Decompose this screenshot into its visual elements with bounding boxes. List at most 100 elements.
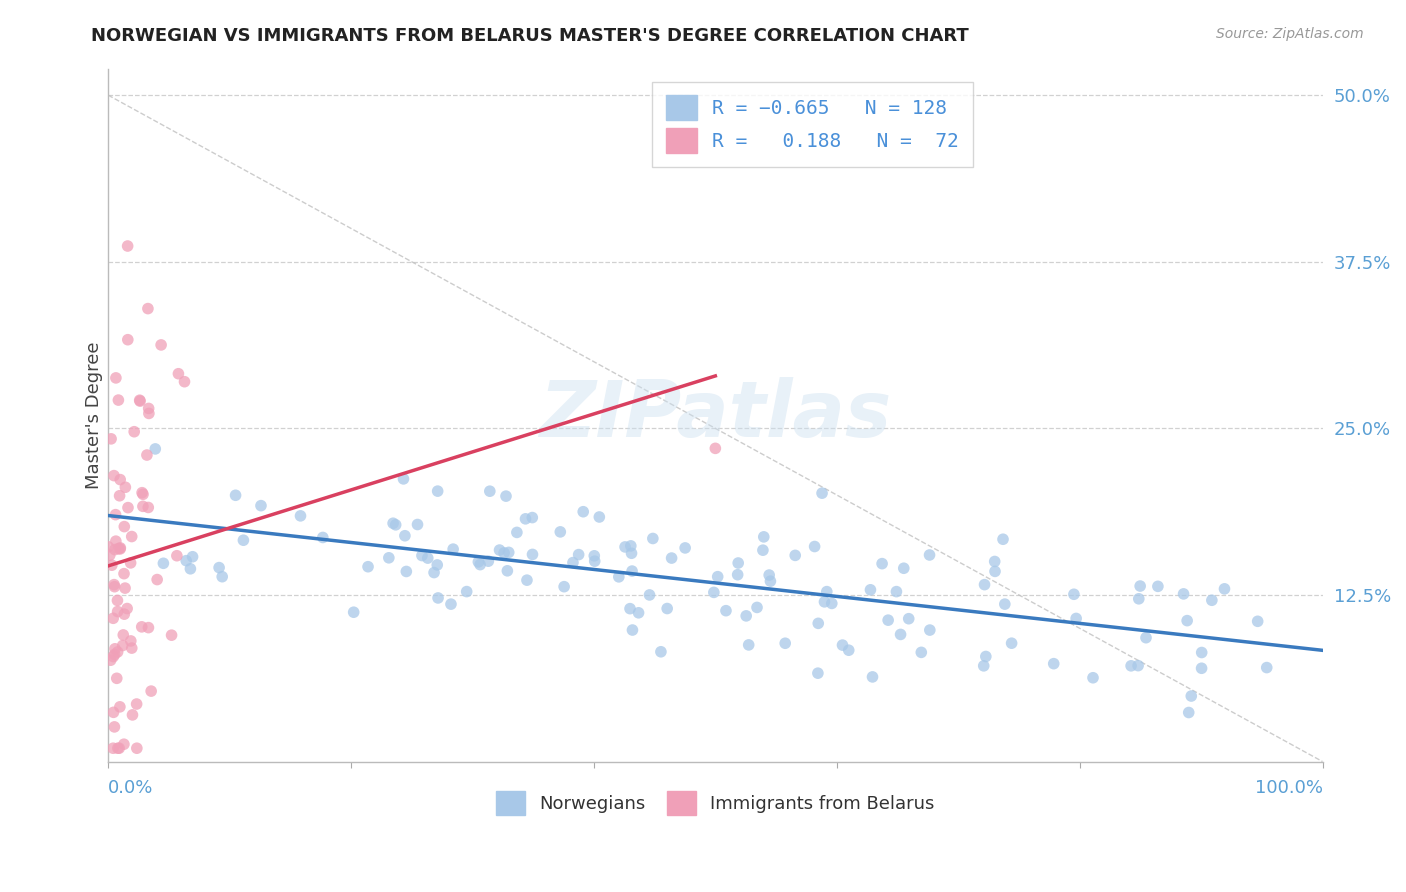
Point <box>641 532 664 546</box>
Point <box>107 593 129 607</box>
Point <box>179 562 201 576</box>
Point <box>1042 657 1064 671</box>
Point <box>108 489 131 503</box>
Point <box>918 548 941 562</box>
Point <box>1201 593 1223 607</box>
Point <box>738 638 761 652</box>
Point <box>488 543 510 558</box>
Point <box>181 549 204 564</box>
Point <box>759 574 782 589</box>
Point <box>1180 689 1202 703</box>
Point <box>101 741 124 756</box>
Point <box>1128 591 1150 606</box>
Point <box>120 556 142 570</box>
Point <box>125 741 148 756</box>
Point <box>125 697 148 711</box>
Point <box>568 548 591 562</box>
Point <box>607 570 630 584</box>
Point <box>973 658 995 673</box>
Point <box>174 554 197 568</box>
Point <box>112 628 135 642</box>
Point <box>343 605 366 619</box>
Point <box>673 541 696 555</box>
Point <box>496 564 519 578</box>
Point <box>290 508 312 523</box>
Point <box>105 671 128 685</box>
Point <box>773 636 796 650</box>
Point <box>619 601 641 615</box>
Point <box>735 608 758 623</box>
Point <box>706 569 728 583</box>
Point <box>983 554 1005 568</box>
Point <box>583 554 606 568</box>
Point <box>121 529 143 543</box>
Point <box>494 546 516 560</box>
Point <box>478 484 501 499</box>
Point <box>727 556 749 570</box>
Point <box>121 641 143 656</box>
Y-axis label: Master's Degree: Master's Degree <box>86 342 103 489</box>
Point <box>456 584 478 599</box>
Point <box>427 591 450 605</box>
Point <box>1173 587 1195 601</box>
Point <box>1064 611 1087 625</box>
Point <box>121 707 143 722</box>
Point <box>416 551 439 566</box>
Point <box>378 550 401 565</box>
Point <box>893 561 915 575</box>
Point <box>135 448 157 462</box>
Point <box>392 472 415 486</box>
Point <box>146 573 169 587</box>
Point <box>650 645 672 659</box>
Point <box>727 567 749 582</box>
Point <box>160 628 183 642</box>
Point <box>1175 614 1198 628</box>
Point <box>468 558 491 572</box>
Point <box>621 564 644 578</box>
Point <box>498 545 520 559</box>
Point <box>406 517 429 532</box>
Point <box>132 487 155 501</box>
Point <box>441 542 464 557</box>
Point <box>550 524 572 539</box>
Point <box>984 565 1007 579</box>
Point <box>1177 706 1199 720</box>
Point <box>714 604 737 618</box>
Point <box>166 549 188 563</box>
Point <box>703 585 725 599</box>
Point <box>821 596 844 610</box>
Point <box>862 670 884 684</box>
Point <box>758 568 780 582</box>
Point <box>122 425 145 439</box>
Point <box>752 530 775 544</box>
Point <box>103 577 125 591</box>
Point <box>831 638 853 652</box>
Point <box>815 584 838 599</box>
Point <box>120 634 142 648</box>
Point <box>522 548 544 562</box>
Point <box>423 566 446 580</box>
Point <box>108 741 131 756</box>
Point <box>143 442 166 456</box>
Point <box>1119 658 1142 673</box>
Point <box>107 393 129 408</box>
Point <box>994 597 1017 611</box>
Point <box>803 540 825 554</box>
Point <box>129 394 152 409</box>
Point <box>614 540 637 554</box>
Text: Source: ZipAtlas.com: Source: ZipAtlas.com <box>1216 27 1364 41</box>
Point <box>910 645 932 659</box>
Point <box>859 582 882 597</box>
Point <box>107 645 129 659</box>
Point <box>312 531 335 545</box>
Point <box>108 541 131 556</box>
Point <box>114 480 136 494</box>
Point <box>114 581 136 595</box>
Point <box>112 737 135 751</box>
Point <box>107 541 129 556</box>
Point <box>811 486 834 500</box>
Point <box>132 500 155 514</box>
Point <box>225 488 247 502</box>
Point <box>101 558 124 573</box>
Legend: R = −0.665   N = 128, R =   0.188   N =  72: R = −0.665 N = 128, R = 0.188 N = 72 <box>652 82 973 167</box>
